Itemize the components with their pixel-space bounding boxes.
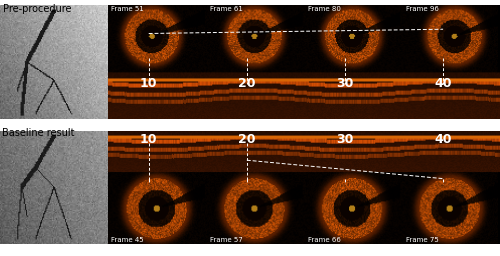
Text: Frame 45: Frame 45 [112, 238, 144, 243]
Text: Frame 96: Frame 96 [406, 6, 438, 12]
Text: 10: 10 [140, 77, 158, 90]
Text: Frame 57: Frame 57 [210, 238, 242, 243]
Text: 10: 10 [140, 133, 158, 146]
Text: Frame 61: Frame 61 [210, 6, 242, 12]
Text: 30: 30 [336, 77, 353, 90]
Text: Frame 51: Frame 51 [112, 6, 144, 12]
Text: Baseline result: Baseline result [2, 128, 75, 138]
Text: Pre-procedure: Pre-procedure [2, 4, 71, 14]
Text: Frame 75: Frame 75 [406, 238, 438, 243]
Text: Frame 66: Frame 66 [308, 238, 340, 243]
Text: 30: 30 [336, 133, 353, 146]
Text: Frame 80: Frame 80 [308, 6, 340, 12]
Text: 40: 40 [434, 77, 452, 90]
Text: 40: 40 [434, 133, 452, 146]
Text: 20: 20 [238, 133, 256, 146]
Text: 20: 20 [238, 77, 256, 90]
